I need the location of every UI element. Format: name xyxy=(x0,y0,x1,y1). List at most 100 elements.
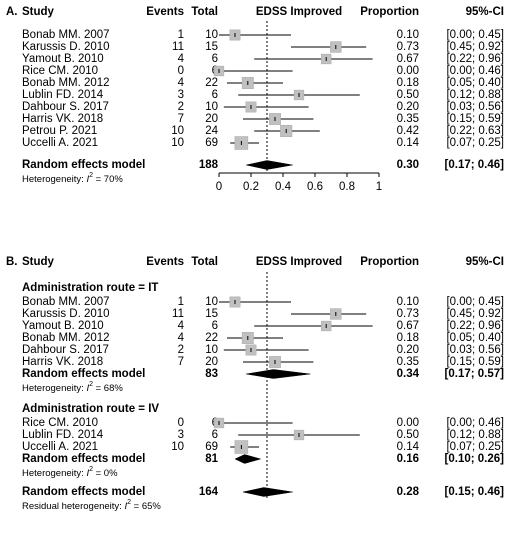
proportion-value: 0.18 xyxy=(397,77,419,89)
ci-value: [0.05; 0.40] xyxy=(446,77,504,89)
summary-diamond xyxy=(242,487,293,497)
ci-value: [0.12; 0.88] xyxy=(446,429,504,441)
total-value: 6 xyxy=(212,320,218,332)
forest-panel: A. Study Events Total EDSS Improved Proportio… xyxy=(6,6,504,193)
events-value: 7 xyxy=(178,113,184,125)
x-tick-label: 0.8 xyxy=(339,181,355,193)
study-name: Lublin FD. 2014 xyxy=(22,89,104,101)
ci-value: [0.15; 0.59] xyxy=(446,113,504,125)
ci-value: [0.00; 0.45] xyxy=(446,296,504,308)
ci-value: [0.45; 0.92] xyxy=(446,41,504,53)
ci-value: [0.12; 0.88] xyxy=(446,89,504,101)
heterogeneity-text: Heterogeneity: I2 = 68% xyxy=(22,381,123,393)
summary-diamond xyxy=(246,160,293,170)
study-name: Uccelli A. 2021 xyxy=(22,441,98,453)
study-name: Petrou P. 2021 xyxy=(22,125,97,137)
ci-value: [0.45; 0.92] xyxy=(446,308,504,320)
study-row: Harris VK. 2018 7 20 0.35 [0.15; 0.59] xyxy=(22,113,504,125)
x-tick-label: 0.2 xyxy=(243,181,259,193)
events-value: 2 xyxy=(178,344,184,356)
ci-value: [0.00; 0.45] xyxy=(446,29,504,41)
forest-panel: B. Study Events Total EDSS Improved Proportio… xyxy=(6,256,504,511)
total-value: 10 xyxy=(205,101,218,113)
header-study: Study xyxy=(22,256,55,268)
model-total: 83 xyxy=(205,368,218,380)
summary-diamond xyxy=(246,369,311,379)
ci-value: [0.22; 0.96] xyxy=(446,320,504,332)
group-title: Administration route = IV xyxy=(22,403,159,415)
study-row: Lublin FD. 2014 3 6 0.50 [0.12; 0.88] xyxy=(22,429,504,441)
heterogeneity-text: Heterogeneity: I2 = 0% xyxy=(22,466,118,478)
events-value: 4 xyxy=(178,53,185,65)
model-proportion: 0.28 xyxy=(397,486,420,498)
subgroup-model: Random effects model 81 0.16 [0.10; 0.26] He… xyxy=(22,453,504,478)
ci-value: [0.05; 0.40] xyxy=(446,332,504,344)
ci-value: [0.03; 0.56] xyxy=(446,101,504,113)
group-title: Administration route = IT xyxy=(22,282,158,294)
events-value: 2 xyxy=(178,101,184,113)
x-axis: 0 0.2 0.4 0.6 0.8 1 xyxy=(216,172,382,193)
total-value: 6 xyxy=(212,53,218,65)
study-row: Lublin FD. 2014 3 6 0.50 [0.12; 0.88] xyxy=(22,89,504,101)
study-group: Bonab MM. 2007 1 10 0.10 [0.00; 0.45]Karussi… xyxy=(22,29,504,150)
heterogeneity-text: Residual heterogeneity: I2 = 65% xyxy=(22,499,161,511)
total-value: 69 xyxy=(205,137,218,149)
model-total: 164 xyxy=(199,486,219,498)
study-name: Lublin FD. 2014 xyxy=(22,429,104,441)
heterogeneity-text: Heterogeneity: I2 = 70% xyxy=(22,172,123,184)
study-row: Harris VK. 2018 7 20 0.35 [0.15; 0.59] xyxy=(22,356,504,368)
proportion-value: 0.20 xyxy=(397,101,419,113)
total-value: 20 xyxy=(205,356,218,368)
events-value: 10 xyxy=(171,441,184,453)
proportion-value: 0.35 xyxy=(397,356,419,368)
subgroup-model: Random effects model 83 0.34 [0.17; 0.57] He… xyxy=(22,368,504,393)
study-row: Bonab MM. 2007 1 10 0.10 [0.00; 0.45] xyxy=(22,296,504,308)
ci-value: [0.22; 0.63] xyxy=(446,125,504,137)
study-name: Uccelli A. 2021 xyxy=(22,137,98,149)
header-plot: EDSS Improved xyxy=(256,6,342,18)
events-value: 1 xyxy=(178,296,184,308)
study-name: Rice CM. 2010 xyxy=(22,417,98,429)
model-ci: [0.17; 0.46] xyxy=(445,159,505,171)
proportion-value: 0.73 xyxy=(397,308,419,320)
study-name: Dahbour S. 2017 xyxy=(22,344,109,356)
total-value: 6 xyxy=(212,89,218,101)
ci-value: [0.07; 0.25] xyxy=(446,441,504,453)
study-row: Bonab MM. 2012 4 22 0.18 [0.05; 0.40] xyxy=(22,77,504,89)
proportion-value: 0.67 xyxy=(397,53,419,65)
model-proportion: 0.16 xyxy=(397,453,419,465)
proportion-value: 0.10 xyxy=(397,29,419,41)
study-row: Karussis D. 2010 11 15 0.73 [0.45; 0.92] xyxy=(22,308,504,320)
forest-body: Bonab MM. 2007 1 10 0.10 [0.00; 0.45]Karussi… xyxy=(22,29,504,184)
study-row: Rice CM. 2010060.00[0.00; 0.46] xyxy=(22,417,504,429)
panel-label: A. xyxy=(6,6,18,18)
events-value: 7 xyxy=(178,356,184,368)
total-value: 6 xyxy=(212,429,218,441)
events-value: 10 xyxy=(171,125,184,137)
overall-model: Random effects model 188 0.30 [0.17; 0.46] H… xyxy=(22,159,504,184)
proportion-value: 0.14 xyxy=(397,137,420,149)
model-ci: [0.17; 0.57] xyxy=(445,368,505,380)
total-value: 15 xyxy=(205,41,218,53)
proportion-value: 0.20 xyxy=(397,344,419,356)
x-tick-label: 0 xyxy=(216,181,222,193)
study-row: Karussis D. 2010 11 15 0.73 [0.45; 0.92] xyxy=(22,41,504,53)
x-tick-label: 1 xyxy=(376,181,382,193)
study-row: Yamout B. 2010 4 6 0.67 [0.22; 0.96] xyxy=(22,53,504,65)
total-value: 15 xyxy=(205,308,218,320)
header-events: Events xyxy=(146,256,184,268)
header-ci: 95%-CI xyxy=(466,6,504,18)
events-value: 4 xyxy=(178,77,185,89)
study-group: Administration route = IV Rice CM. 2010 0 6… xyxy=(22,403,504,478)
study-row: Dahbour S. 2017 2 10 0.20 [0.03; 0.56] xyxy=(22,101,504,113)
study-row: Bonab MM. 2007 1 10 0.10 [0.00; 0.45] xyxy=(22,29,504,41)
model-proportion: 0.34 xyxy=(397,368,420,380)
model-label: Random effects model xyxy=(22,486,145,498)
events-value: 3 xyxy=(178,429,184,441)
study-row: Dahbour S. 2017 2 10 0.20 [0.03; 0.56] xyxy=(22,344,504,356)
total-value: 10 xyxy=(205,344,218,356)
total-value: 10 xyxy=(205,296,218,308)
events-value: 4 xyxy=(178,320,185,332)
study-row: Uccelli A. 2021 10 69 0.14 [0.07; 0.25] xyxy=(22,440,504,454)
